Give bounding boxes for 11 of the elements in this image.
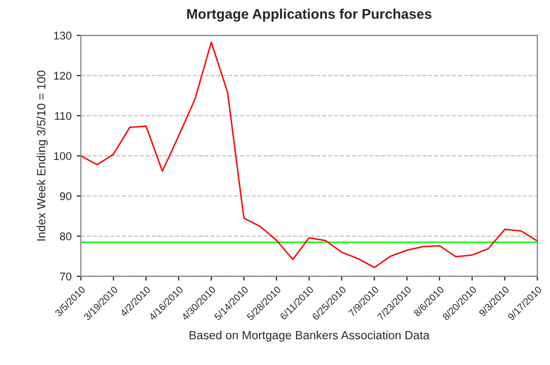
y-tick-label: 90: [60, 192, 72, 200]
y-tick-label: 120: [54, 72, 72, 80]
y-tick-label: 100: [54, 152, 72, 160]
y-tick-label: 80: [60, 232, 72, 240]
y-tick-label: 130: [54, 32, 72, 40]
x-axis-title: Based on Mortgage Bankers Association Data: [190, 330, 430, 342]
y-axis-title: Index Week Ending 3/5/10 = 100: [36, 70, 48, 240]
y-tick-label: 110: [54, 112, 72, 120]
chart-title: Mortgage Applications for Purchases: [187, 8, 432, 22]
line-series: [80, 42, 538, 268]
y-tick-label: 70: [60, 272, 72, 280]
